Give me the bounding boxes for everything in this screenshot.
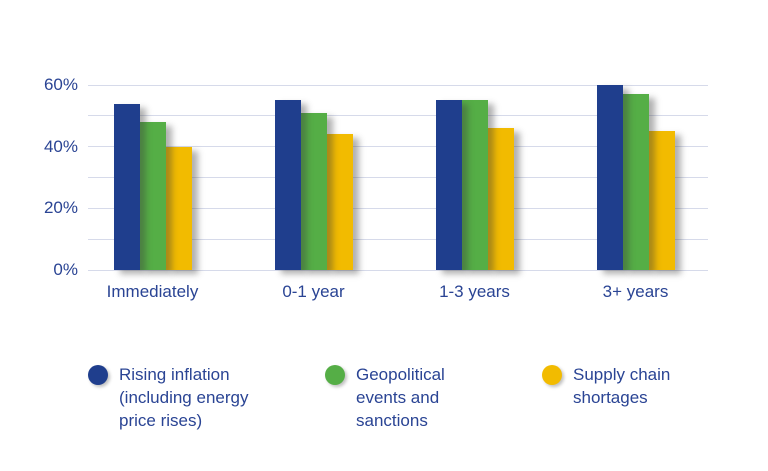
bar-supply-chain-shortages-0-1-year	[326, 134, 353, 270]
legend-item-label: Supply chain shortages	[573, 365, 671, 407]
x-axis-category-label: 0-1 year	[282, 282, 345, 301]
gridline	[88, 269, 708, 271]
bar-geopolitical-events-and-sanctions-3-years	[622, 94, 649, 270]
bar-geopolitical-events-and-sanctions-0-1-year	[300, 112, 327, 270]
gridline	[88, 115, 708, 117]
legend-item-geopolitical-events-and-sanctions: Geopolitical events and sanctions	[325, 363, 466, 432]
bar-supply-chain-shortages-immediately	[165, 146, 192, 270]
gridline	[88, 146, 708, 148]
y-axis-tick-label: 40%	[43, 136, 78, 156]
bar-supply-chain-shortages-1-3-years	[487, 128, 514, 270]
gridline	[88, 84, 708, 86]
bar-geopolitical-events-and-sanctions-1-3-years	[461, 100, 488, 270]
legend-item-rising-inflation: Rising inflation (including energy price…	[88, 363, 264, 432]
bar-rising-inflation-3-years	[596, 85, 623, 270]
gridline	[88, 177, 708, 178]
legend-item-label: Rising inflation (including energy price…	[119, 365, 249, 430]
legend-item-supply-chain-shortages: Supply chain shortages	[542, 363, 685, 409]
bar-geopolitical-events-and-sanctions-immediately	[139, 122, 166, 270]
y-axis-tick-label: 0%	[53, 260, 78, 279]
gridline	[88, 238, 708, 240]
y-axis-tick-label: 20%	[43, 198, 78, 218]
x-axis-category-label: 1-3 years	[439, 282, 510, 301]
legend-marker-icon	[88, 365, 108, 385]
legend-marker-icon	[542, 365, 562, 385]
legend-item-label: Geopolitical events and sanctions	[356, 365, 445, 430]
bar-rising-inflation-0-1-year	[274, 100, 301, 270]
bar-rising-inflation-1-3-years	[435, 100, 462, 270]
legend-marker-icon	[325, 365, 345, 385]
bar-supply-chain-shortages-3-years	[648, 131, 675, 270]
x-axis-category-label: 3+ years	[602, 282, 669, 301]
bar-rising-inflation-immediately	[113, 103, 140, 270]
x-axis-category-label: Immediately	[106, 282, 199, 301]
gridline	[88, 207, 708, 209]
y-axis-tick-label: 60%	[43, 75, 78, 94]
